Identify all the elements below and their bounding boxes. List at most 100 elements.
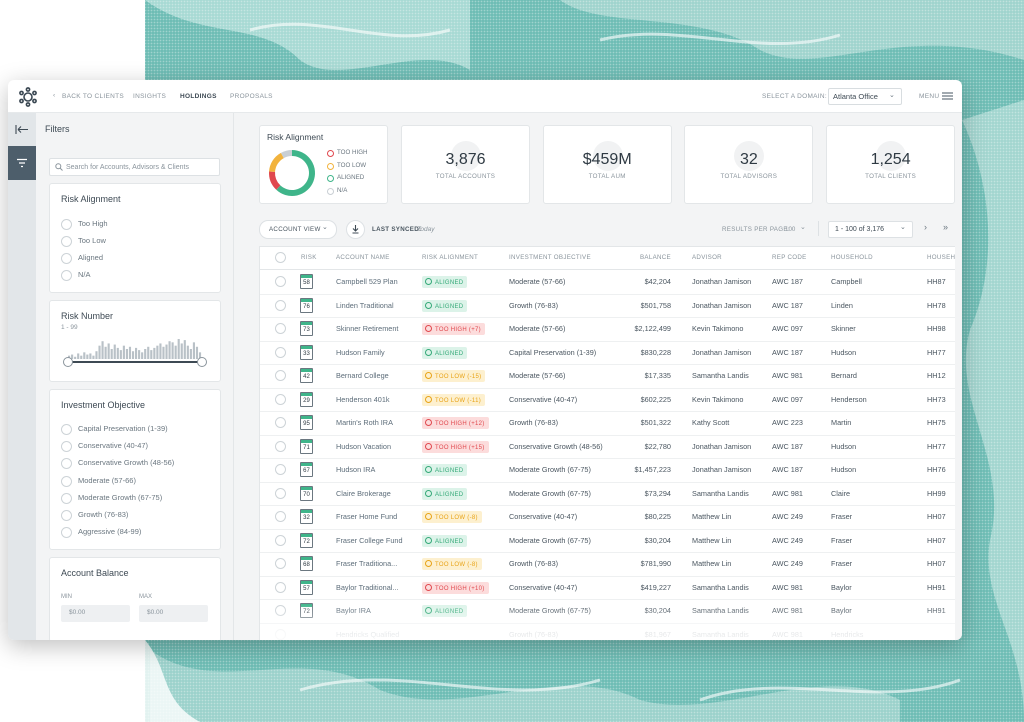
- radio-button[interactable]: [61, 475, 72, 487]
- row-checkbox[interactable]: [275, 276, 286, 287]
- view-button[interactable]: ACCOUNT VIEW ⌄: [259, 220, 337, 239]
- radio-button[interactable]: [61, 270, 72, 281]
- table-row[interactable]: 67 Hudson IRA ALIGNED Moderate Growth (67-7…: [260, 458, 955, 483]
- radio-button[interactable]: [61, 527, 72, 539]
- account-name[interactable]: Hudson IRA: [336, 465, 376, 474]
- filter-option[interactable]: Growth (76-83): [78, 510, 129, 519]
- row-checkbox[interactable]: [275, 581, 286, 593]
- table-row[interactable]: 73 Skinner Retirement TOO HIGH (+7) Moderat…: [260, 317, 955, 342]
- min-input[interactable]: $0.00: [61, 605, 130, 622]
- table-row[interactable]: 70 Claire Brokerage ALIGNED Moderate Growth…: [260, 482, 955, 506]
- nav-link[interactable]: PROPOSALS: [230, 93, 273, 100]
- hamburger-icon[interactable]: [942, 92, 953, 100]
- collapse-icon[interactable]: [15, 125, 29, 134]
- filter-option[interactable]: Too High: [78, 219, 108, 228]
- donut-segment: [269, 152, 285, 173]
- card-title: Risk Alignment: [267, 132, 324, 142]
- max-input[interactable]: $0.00: [139, 605, 208, 622]
- search-box[interactable]: Search for Accounts, Advisors & Clients: [49, 158, 220, 176]
- account-name[interactable]: Claire Brokerage: [336, 488, 391, 498]
- radio-button[interactable]: [61, 458, 72, 470]
- table-row[interactable]: 68 Fraser Traditiona... TOO LOW (-8) Growth…: [260, 552, 955, 577]
- column-header[interactable]: BALANCE: [640, 254, 671, 261]
- filter-option[interactable]: Conservative (40-47): [78, 441, 149, 451]
- table-row[interactable]: 33 Hudson Family ALIGNED Capital Preservati…: [260, 341, 955, 365]
- filter-tab[interactable]: [8, 146, 36, 180]
- column-header[interactable]: HOUSEH: [927, 254, 955, 261]
- row-checkbox[interactable]: [275, 464, 286, 475]
- column-header[interactable]: RISK ALIGNMENT: [422, 254, 479, 261]
- account-name[interactable]: Henderson 401k: [336, 394, 390, 404]
- row-checkbox[interactable]: [275, 299, 286, 311]
- row-checkbox[interactable]: [275, 393, 286, 405]
- filter-option[interactable]: Capital Preservation (1-39): [78, 424, 168, 433]
- radio-button[interactable]: [61, 236, 72, 247]
- filter-option[interactable]: Too Low: [78, 236, 106, 245]
- table-row[interactable]: 42 Bernard College TOO LOW (-15) Moderate (…: [260, 364, 955, 389]
- table-row[interactable]: 71 Hudson Vacation TOO HIGH (+15) Conservat…: [260, 435, 955, 459]
- nav-link[interactable]: INSIGHTS: [133, 93, 167, 100]
- column-header[interactable]: RISK: [301, 254, 317, 261]
- radio-button[interactable]: [61, 219, 72, 230]
- donut-segment: [276, 150, 315, 196]
- histogram-bar: [150, 350, 153, 359]
- row-checkbox[interactable]: [275, 346, 286, 358]
- column-header[interactable]: HOUSEHOLD: [831, 254, 873, 261]
- header-divider: [260, 269, 955, 270]
- account-name[interactable]: Martin's Roth IRA: [336, 418, 393, 427]
- last-page[interactable]: »: [943, 222, 949, 232]
- account-name[interactable]: Fraser College Fund: [336, 535, 403, 545]
- account-name[interactable]: Hudson Family: [336, 347, 385, 357]
- account-name[interactable]: Baylor Traditional...: [336, 582, 399, 592]
- table-row[interactable]: 76 Linden Traditional ALIGNED Growth (76-83…: [260, 294, 955, 318]
- account-name[interactable]: Campbell 529 Plan: [336, 277, 398, 286]
- back-link[interactable]: BACK TO CLIENTS: [62, 93, 125, 100]
- header-checkbox[interactable]: [275, 252, 286, 263]
- column-header[interactable]: ACCOUNT NAME: [336, 254, 390, 261]
- column-header[interactable]: REP CODE: [772, 254, 807, 261]
- row-checkbox[interactable]: [275, 417, 286, 428]
- row-checkbox[interactable]: [275, 558, 286, 569]
- per-page-value[interactable]: 100: [785, 226, 796, 233]
- filter-option[interactable]: Conservative Growth (48-56): [78, 458, 175, 468]
- account-name[interactable]: Skinner Retirement: [336, 324, 399, 333]
- filter-option[interactable]: Moderate (57-66): [78, 475, 136, 485]
- radio-button[interactable]: [61, 492, 72, 504]
- row-checkbox[interactable]: [275, 511, 286, 522]
- nav-link[interactable]: HOLDINGS: [180, 93, 217, 100]
- account-name[interactable]: Bernard College: [336, 371, 389, 380]
- legend-label: N/A: [337, 186, 348, 194]
- row-checkbox[interactable]: [275, 440, 286, 452]
- row-checkbox[interactable]: [275, 534, 286, 546]
- column-header[interactable]: ADVISOR: [692, 254, 722, 261]
- badge-icon: [425, 583, 432, 591]
- radio-button[interactable]: [61, 253, 72, 264]
- radio-button[interactable]: [61, 424, 72, 435]
- download-button[interactable]: [346, 220, 365, 239]
- account-name[interactable]: Linden Traditional: [336, 300, 394, 310]
- account-name[interactable]: Fraser Traditiona...: [336, 559, 398, 568]
- account-name[interactable]: Fraser Home Fund: [336, 512, 398, 521]
- row-checkbox[interactable]: [275, 370, 286, 381]
- radio-button[interactable]: [61, 510, 72, 521]
- filter-option[interactable]: N/A: [78, 270, 91, 279]
- row-checkbox[interactable]: [275, 323, 286, 334]
- column-header[interactable]: INVESTMENT OBJECTIVE: [509, 254, 591, 261]
- row-checkbox[interactable]: [275, 487, 286, 499]
- filter-option[interactable]: Aligned: [78, 253, 104, 262]
- filter-option[interactable]: Moderate Growth (67-75): [78, 492, 163, 502]
- table-row[interactable]: 57 Baylor Traditional... TOO HIGH (+10) Con…: [260, 576, 955, 600]
- balance: $501,322: [640, 418, 671, 427]
- filter-option[interactable]: Aggressive (84-99): [78, 527, 142, 537]
- domain-select[interactable]: Atlanta Office ⌄: [828, 88, 902, 105]
- table-row[interactable]: 29 Henderson 401k TOO LOW (-11) Conservativ…: [260, 388, 955, 412]
- radio-button[interactable]: [61, 441, 72, 453]
- table-row[interactable]: 32 Fraser Home Fund TOO LOW (-8) Conservati…: [260, 505, 955, 530]
- page-range-select[interactable]: 1 - 100 of 3,176 ⌄: [828, 221, 913, 238]
- table-row[interactable]: 95 Martin's Roth IRA TOO HIGH (+12) Growth …: [260, 411, 955, 436]
- table-row[interactable]: 58 Campbell 529 Plan ALIGNED Moderate (57-6…: [260, 270, 955, 295]
- menu-label[interactable]: MENU: [919, 93, 940, 100]
- account-name[interactable]: Hudson Vacation: [336, 441, 392, 451]
- table-row[interactable]: 72 Fraser College Fund ALIGNED Moderate Gro…: [260, 529, 955, 553]
- next-page[interactable]: ›: [924, 222, 927, 232]
